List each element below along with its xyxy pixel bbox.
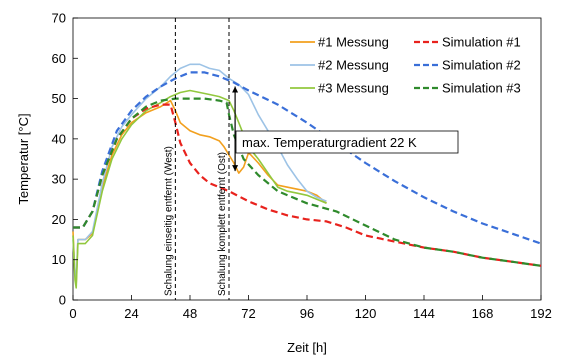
x-tick-label: 24 — [124, 306, 138, 321]
event-label-1: Schalung einseitig entfernt (West) — [163, 146, 174, 296]
legend-label-1-messung: #1 Messung — [318, 35, 389, 50]
x-tick-label: 192 — [530, 306, 552, 321]
series-line-3-messung — [72, 89, 327, 289]
x-tick-label: 144 — [413, 306, 435, 321]
event-label-2: Schalung komplett entfernt (Ost) — [217, 152, 228, 296]
y-tick-label: 0 — [59, 293, 66, 308]
gradient-arrow-head-bottom — [232, 165, 239, 172]
y-tick-label: 70 — [52, 11, 66, 26]
y-tick-label: 30 — [52, 172, 66, 187]
y-tick-label: 10 — [52, 252, 66, 267]
legend-label-simulation-2: Simulation #2 — [442, 58, 521, 73]
vline-layer: Schalung einseitig entfernt (West) Schalu… — [163, 18, 230, 300]
legend-label-simulation-1: Simulation #1 — [442, 35, 521, 50]
axis-layer: 0 24 48 72 96 120 144 168 192 0 10 20 30 40 50 60 70 — [52, 11, 552, 322]
x-tick-label: 0 — [69, 306, 76, 321]
x-tick-label: 96 — [300, 306, 314, 321]
x-tick-label: 72 — [241, 306, 255, 321]
series-line-simulation-3 — [73, 97, 542, 267]
series-line-simulation-2 — [73, 71, 542, 245]
y-axis-title: Temperatur [°C] — [16, 113, 31, 204]
y-tick-label: 60 — [52, 51, 66, 66]
gradient-arrow-head-top — [232, 86, 239, 93]
y-tick-label: 40 — [52, 131, 66, 146]
x-axis-title: Zeit [h] — [287, 340, 327, 355]
legend-label-3-messung: #3 Messung — [318, 81, 389, 96]
legend-label-simulation-3: Simulation #3 — [442, 81, 521, 96]
legend: #1 Messung Simulation #1 #2 Messung Simulat… — [290, 35, 521, 96]
annotation-text: max. Temperaturgradient 22 K — [242, 135, 417, 150]
x-tick-label: 48 — [183, 306, 197, 321]
x-tick-label: 168 — [472, 306, 494, 321]
legend-label-2-messung: #2 Messung — [318, 58, 389, 73]
annotation-layer: max. Temperaturgradient 22 K — [232, 86, 459, 172]
y-tick-label: 20 — [52, 212, 66, 227]
annotation-box — [235, 130, 459, 154]
x-tick-label: 120 — [355, 306, 377, 321]
y-tick-label: 50 — [52, 91, 66, 106]
